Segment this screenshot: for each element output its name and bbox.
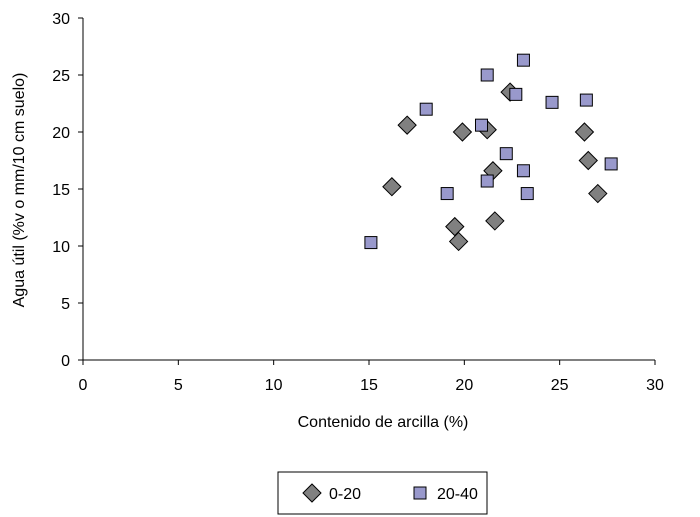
- square-point: [480, 174, 494, 188]
- y-tick-label: 20: [52, 125, 70, 142]
- series-0-20: [382, 82, 608, 252]
- diamond-point: [445, 216, 465, 237]
- x-tick-label: 0: [79, 377, 88, 394]
- x-tick-label: 30: [646, 377, 664, 394]
- square-point: [440, 187, 454, 201]
- x-tick-label: 10: [265, 377, 283, 394]
- square-point: [499, 147, 513, 161]
- square-point: [604, 157, 618, 171]
- data-points: [364, 53, 618, 252]
- diamond-point: [578, 150, 598, 171]
- y-tick-label: 10: [52, 239, 70, 256]
- x-tick-label: 15: [360, 377, 378, 394]
- x-tick-label: 20: [455, 377, 473, 394]
- diamond-point: [485, 211, 505, 231]
- y-axis-ticks: 0 5 10 15 20 25 30: [52, 11, 83, 370]
- diamond-point: [397, 115, 417, 135]
- square-point: [474, 118, 488, 132]
- square-point: [516, 53, 530, 67]
- x-tick-label: 25: [551, 377, 569, 394]
- series-20-40: [364, 53, 618, 250]
- y-tick-label: 15: [52, 182, 70, 199]
- x-axis-title: Contenido de arcilla (%): [298, 414, 469, 431]
- diamond-point: [452, 122, 473, 142]
- square-point: [545, 95, 559, 109]
- diamond-point: [588, 183, 608, 204]
- diamond-point: [382, 177, 402, 197]
- y-tick-label: 30: [52, 11, 70, 28]
- square-point: [579, 93, 593, 107]
- square-point: [364, 236, 378, 250]
- square-point: [520, 187, 534, 201]
- legend-label: 0-20: [329, 486, 361, 503]
- y-tick-label: 25: [52, 68, 70, 85]
- diamond-point: [574, 122, 595, 142]
- x-tick-label: 5: [174, 377, 183, 394]
- square-point: [480, 68, 494, 82]
- square-point: [509, 87, 523, 101]
- square-point: [516, 164, 530, 178]
- legend-square-icon: [413, 486, 427, 500]
- diamond-point: [448, 231, 469, 252]
- y-axis-title: Agua útil (%v o mm/10 cm suelo): [11, 73, 28, 308]
- y-tick-label: 0: [61, 353, 70, 370]
- x-axis-ticks: 0 5 10 15 20 25 30: [79, 360, 664, 394]
- legend-diamond-icon: [302, 483, 322, 503]
- legend-label: 20-40: [437, 486, 478, 503]
- square-point: [419, 102, 433, 116]
- legend: 0-20 20-40: [277, 471, 488, 515]
- y-tick-label: 5: [61, 296, 70, 313]
